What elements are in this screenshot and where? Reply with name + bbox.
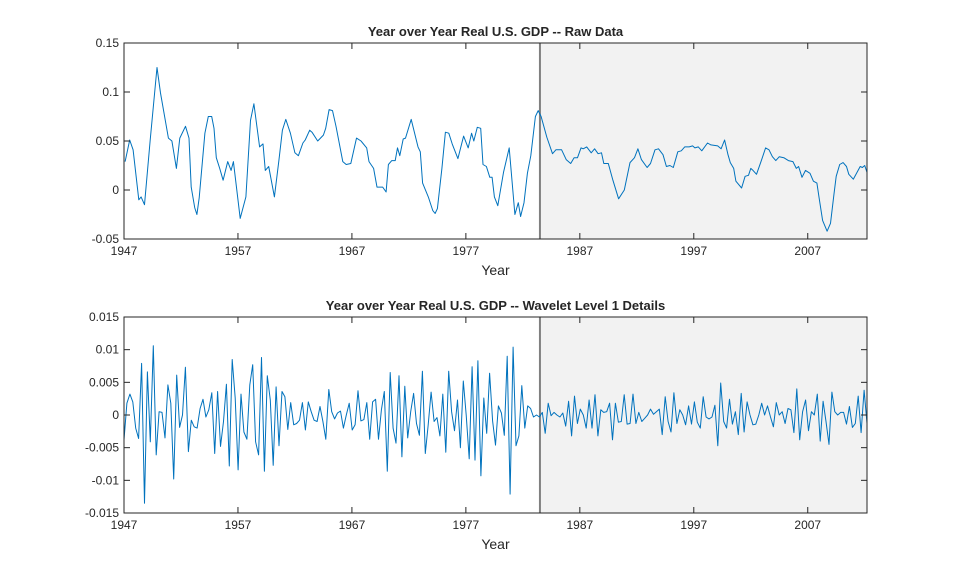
x-tick-label: 1967 [339, 518, 366, 532]
y-tick-label: 0.01 [96, 343, 120, 357]
y-tick-label: 0.15 [96, 36, 120, 50]
x-tick-label: 2007 [794, 244, 821, 258]
x-tick-label: 1957 [225, 518, 252, 532]
y-tick-label: 0.015 [89, 310, 119, 324]
y-tick-label: -0.05 [92, 232, 120, 246]
y-tick-label: -0.01 [92, 473, 120, 487]
y-tick-label: 0 [112, 408, 119, 422]
y-tick-label: 0.005 [89, 375, 119, 389]
y-tick-label: 0.05 [96, 134, 120, 148]
x-tick-label: 1977 [453, 244, 480, 258]
highlight-region [539, 42, 868, 240]
x-tick-label: 1987 [566, 518, 593, 532]
y-tick-label: -0.015 [85, 506, 119, 520]
y-tick-label: 0 [112, 183, 119, 197]
x-tick-label: 1987 [566, 244, 593, 258]
x-tick-label: 1947 [111, 518, 138, 532]
axes-raw-data: Year over Year Real U.S. GDP -- Raw Data… [92, 24, 868, 278]
x-tick-label: 1947 [111, 244, 138, 258]
x-axis-label: Year [481, 536, 510, 552]
y-tick-label: -0.005 [85, 441, 119, 455]
x-tick-label: 1957 [225, 244, 252, 258]
y-tick-label: 0.1 [102, 85, 119, 99]
highlight-region [539, 316, 868, 514]
chart-title: Year over Year Real U.S. GDP -- Raw Data [368, 24, 624, 39]
axes-wavelet-details: Year over Year Real U.S. GDP -- Wavelet … [85, 298, 868, 552]
x-tick-label: 1997 [680, 244, 707, 258]
series-line [124, 67, 868, 232]
x-tick-label: 1997 [680, 518, 707, 532]
x-tick-label: 2007 [794, 518, 821, 532]
x-axis-label: Year [481, 262, 510, 278]
chart-title: Year over Year Real U.S. GDP -- Wavelet … [326, 298, 665, 313]
x-tick-label: 1977 [453, 518, 480, 532]
x-tick-label: 1967 [339, 244, 366, 258]
series-line [123, 345, 868, 504]
